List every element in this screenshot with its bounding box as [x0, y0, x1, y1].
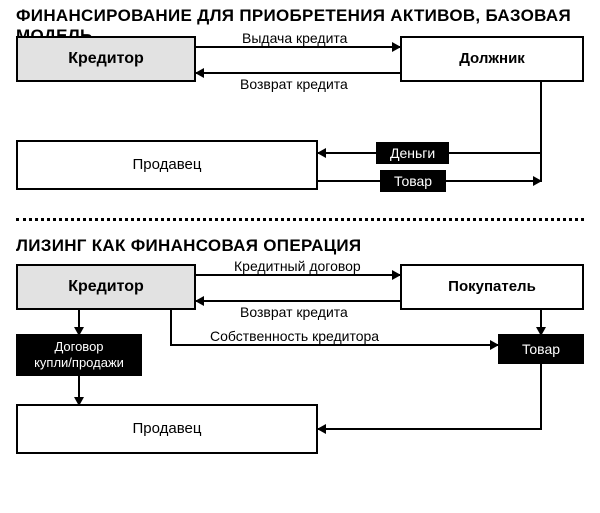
node-label: Продавец	[133, 156, 202, 173]
edge-label: Собственность кредитора	[208, 328, 381, 344]
node-label: Договор купли/продажи	[34, 339, 124, 370]
node-goods-b: Товар	[498, 334, 584, 364]
arrow-right-icon	[490, 340, 499, 350]
arrow-left-icon	[317, 148, 326, 158]
arrow-down-icon	[74, 327, 84, 336]
section-b-title: Лизинг как финансовая операция	[16, 236, 361, 256]
node-label: Продавец	[133, 420, 202, 437]
edge-label: Кредитный договор	[232, 258, 363, 274]
edge-line	[318, 428, 542, 430]
arrow-right-icon	[392, 42, 401, 52]
arrow-down-icon	[536, 327, 546, 336]
node-creditor-b: Кредитор	[16, 264, 196, 310]
edge-line	[540, 82, 542, 182]
edge-pill-goods: Товар	[380, 170, 446, 192]
edge-label: Возврат кредита	[238, 304, 350, 320]
edge-line	[196, 274, 400, 276]
node-label: Кредитор	[68, 278, 144, 296]
node-seller-b: Продавец	[16, 404, 318, 454]
arrow-left-icon	[195, 68, 204, 78]
node-debtor-a: Должник	[400, 36, 584, 82]
edge-line	[196, 300, 400, 302]
node-label: Должник	[459, 50, 525, 67]
edge-label: Возврат кредита	[238, 76, 350, 92]
edge-pill-money: Деньги	[376, 142, 449, 164]
node-seller-a: Продавец	[16, 140, 318, 190]
node-label: Товар	[522, 341, 560, 357]
arrow-left-icon	[317, 424, 326, 434]
edge-line	[170, 310, 172, 346]
node-creditor-a: Кредитор	[16, 36, 196, 82]
edge-line	[196, 46, 400, 48]
edge-line	[170, 344, 498, 346]
node-buyer-b: Покупатель	[400, 264, 584, 310]
node-label: Кредитор	[68, 50, 144, 68]
edge-line	[540, 364, 542, 430]
arrow-right-icon	[533, 176, 542, 186]
edge-line	[196, 72, 400, 74]
node-label: Покупатель	[448, 278, 536, 295]
arrow-left-icon	[195, 296, 204, 306]
node-contract-b: Договор купли/продажи	[16, 334, 142, 376]
arrow-down-icon	[74, 397, 84, 406]
arrow-right-icon	[392, 270, 401, 280]
edge-label: Выдача кредита	[240, 30, 349, 46]
section-separator	[16, 218, 584, 221]
diagram-canvas: Финансирование для приобретения активов,…	[0, 0, 600, 513]
